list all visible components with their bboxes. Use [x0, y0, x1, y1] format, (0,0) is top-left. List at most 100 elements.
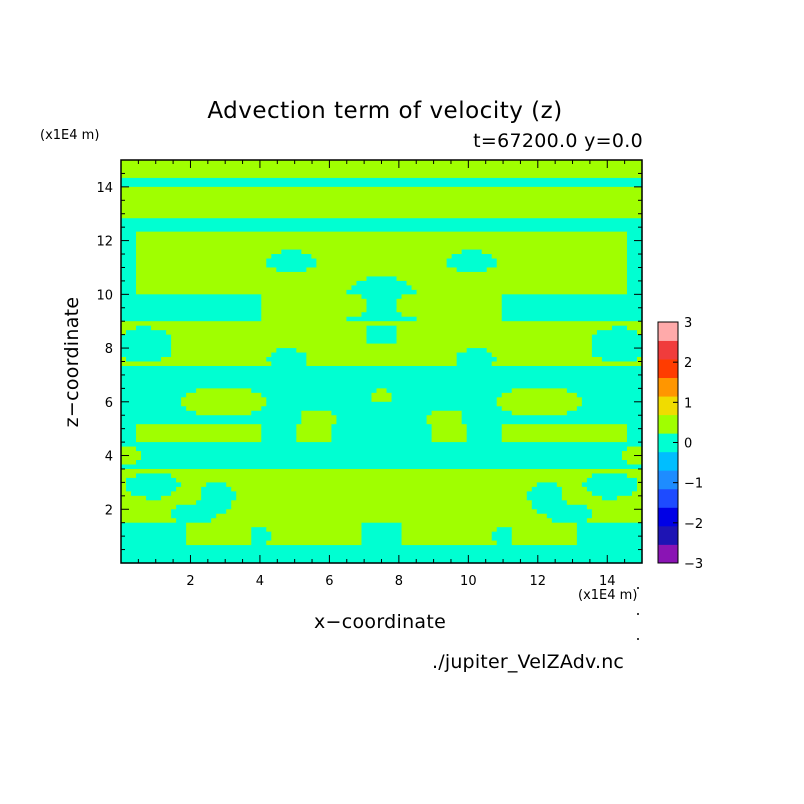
- contour-cell: [626, 473, 643, 479]
- contour-cell: [121, 554, 643, 560]
- contour-cell: [296, 348, 468, 354]
- contour-cell: [121, 213, 643, 219]
- contour-cell: [161, 495, 202, 501]
- contour-cell: [121, 424, 137, 430]
- contour-cell: [236, 495, 528, 501]
- contour-cell: [121, 464, 643, 470]
- contour-cell: [121, 433, 137, 439]
- contour-cell: [636, 330, 643, 336]
- contour-cell: [121, 482, 127, 488]
- contour-cell: [361, 531, 403, 537]
- contour-cell: [331, 433, 433, 439]
- contour-cell: [456, 357, 498, 363]
- contour-cell: [181, 397, 267, 403]
- contour-cell: [601, 495, 618, 501]
- contour-cell: [346, 289, 418, 295]
- contour-cell: [126, 477, 177, 483]
- contour-cell: [186, 522, 363, 528]
- contour-cell: [336, 419, 428, 425]
- contour-cell: [201, 491, 237, 497]
- contour-cell: [511, 527, 578, 533]
- contour-cell: [461, 415, 643, 421]
- contour-cell: [121, 460, 137, 466]
- contour-cell: [136, 254, 272, 260]
- source-file-label: ./jupiter_VelZAdv.nc: [432, 651, 625, 673]
- contour-cell: [121, 285, 137, 291]
- contour-cell: [626, 289, 643, 295]
- contour-cell: [121, 509, 172, 515]
- contour-cell: [121, 343, 172, 349]
- contour-cell: [576, 527, 643, 533]
- contour-cell: [301, 249, 463, 255]
- contour-cell: [176, 477, 588, 483]
- contour-cell: [121, 352, 172, 358]
- contour-cell: [136, 276, 368, 282]
- contour-cell: [371, 392, 393, 398]
- contour-cell: [216, 513, 548, 519]
- contour-cell: [486, 267, 628, 273]
- contour-cell: [141, 451, 623, 457]
- contour-cell: [136, 473, 172, 479]
- contour-cell: [261, 424, 297, 430]
- contour-cell: [626, 285, 643, 291]
- contour-cell: [591, 491, 633, 497]
- margin-dot: [637, 587, 639, 589]
- contour-cell: [161, 357, 267, 363]
- colorbar-segment: [658, 359, 678, 379]
- contour-cell: [626, 437, 643, 443]
- contour-cell: [411, 285, 628, 291]
- contour-cell: [121, 177, 643, 183]
- contour-cell: [226, 509, 538, 515]
- contour-cell: [121, 513, 172, 519]
- contour-cell: [626, 254, 643, 260]
- colorbar-segment: [658, 507, 678, 527]
- contour-cell: [546, 513, 593, 519]
- contour-cell: [121, 446, 137, 452]
- contour-cell: [576, 540, 643, 546]
- contour-cell: [121, 254, 137, 260]
- contour-cell: [141, 455, 623, 461]
- contour-cell: [261, 428, 297, 434]
- contour-cell: [431, 424, 468, 430]
- colorbar-tick-label: 2: [684, 356, 692, 371]
- contour-cell: [261, 433, 297, 439]
- contour-cell: [136, 262, 267, 269]
- contour-cell: [121, 321, 643, 327]
- contour-cell: [511, 531, 578, 537]
- contour-cell: [261, 437, 297, 443]
- contour-cell: [121, 486, 127, 492]
- contour-cell: [401, 540, 498, 546]
- contour-cell: [426, 415, 463, 421]
- contour-cell: [121, 231, 137, 237]
- contour-cell: [491, 531, 513, 537]
- contour-cell: [121, 527, 187, 533]
- contour-cell: [366, 334, 398, 340]
- contour-cell: [566, 388, 643, 394]
- contour-cell: [406, 280, 628, 286]
- contour-cell: [136, 258, 267, 264]
- contour-cell: [491, 352, 593, 358]
- contour-cell: [251, 527, 267, 533]
- contour-cell: [121, 195, 643, 201]
- contour-cell: [456, 361, 493, 367]
- contour-cell: [366, 330, 398, 336]
- contour-cell: [136, 249, 282, 255]
- contour-cell: [496, 397, 583, 403]
- contour-cell: [431, 437, 468, 443]
- contour-cell: [396, 298, 503, 304]
- contour-cell: [136, 236, 628, 242]
- contour-cell: [376, 388, 388, 394]
- contour-cell: [366, 307, 398, 313]
- contour-cell: [426, 419, 463, 425]
- contour-cell: [121, 209, 643, 215]
- contour-cell: [251, 540, 267, 546]
- contour-cell: [121, 222, 643, 228]
- contour-cell: [306, 357, 458, 363]
- contour-cell: [121, 173, 643, 179]
- contour-cell: [366, 325, 398, 331]
- contour-cell: [136, 240, 628, 246]
- contour-cell: [401, 536, 493, 542]
- contour-cell: [636, 482, 643, 488]
- contour-cell: [626, 428, 643, 434]
- contour-cell: [431, 410, 463, 416]
